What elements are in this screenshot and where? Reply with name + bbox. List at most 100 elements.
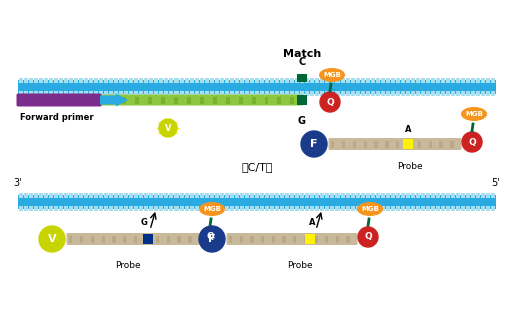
Bar [396,140,399,147]
Bar [416,78,420,83]
Bar [123,235,126,242]
Bar [491,206,495,211]
Bar [74,193,78,198]
Bar [466,78,470,83]
Bar [159,206,163,211]
Text: MGB: MGB [465,111,483,117]
Bar [353,140,356,147]
Bar [270,206,274,211]
Bar [260,193,264,198]
Bar [199,91,204,96]
Bar [320,91,324,96]
Bar [386,193,390,198]
Bar [190,206,194,211]
Bar [285,193,289,198]
Bar [59,206,63,211]
Bar [149,97,152,103]
Bar [245,78,249,83]
Bar [33,91,38,96]
Bar [114,91,118,96]
Bar [39,193,43,198]
Bar [20,97,23,103]
Bar [391,91,395,96]
Bar [386,91,390,96]
Bar [290,91,294,96]
Bar [336,206,340,211]
Bar [446,193,450,198]
Bar [104,91,108,96]
Bar [491,91,495,96]
Bar [109,97,114,103]
Bar [190,78,194,83]
Bar [255,193,259,198]
Bar [386,78,390,83]
Bar [74,78,78,83]
Bar [401,91,405,96]
Bar [104,193,108,198]
Bar [376,193,380,198]
Bar [179,206,183,211]
Bar [300,193,304,198]
Bar [159,91,163,96]
Bar [19,91,23,96]
Bar [320,78,324,83]
Bar [396,78,400,83]
Bar [210,91,214,96]
Bar [195,91,198,96]
Bar [80,235,83,242]
Bar [290,206,294,211]
Bar [33,78,38,83]
Bar [139,206,143,211]
Text: Probe: Probe [115,261,141,270]
Bar [139,193,143,198]
Bar [325,91,329,96]
Bar [188,235,192,242]
Bar [446,91,450,96]
Bar [310,91,315,96]
Bar [129,78,133,83]
Bar [446,206,450,211]
Bar [416,193,420,198]
Bar [407,140,410,147]
Bar [225,78,229,83]
Bar [431,206,435,211]
Bar [174,97,178,103]
Bar [325,78,329,83]
Bar [265,91,269,96]
Bar [482,91,485,96]
Text: V: V [165,124,171,132]
Bar [316,91,319,96]
Bar [134,78,138,83]
Bar [235,193,239,198]
Bar [113,235,116,242]
Bar [104,206,108,211]
Bar [205,91,209,96]
Bar [451,193,455,198]
Bar [199,206,204,211]
Bar [371,206,375,211]
Bar [336,91,340,96]
Bar [54,78,58,83]
Bar [220,91,224,96]
Bar [431,193,435,198]
Bar [185,91,189,96]
Bar [49,91,53,96]
Bar [109,206,113,211]
Bar [278,97,281,103]
Bar [129,206,133,211]
Bar [187,97,191,103]
Bar [19,193,23,198]
Bar [79,206,83,211]
Bar [441,206,445,211]
Bar [401,78,405,83]
Bar [102,235,105,242]
Bar [84,193,88,198]
Bar [170,78,174,83]
Bar [109,78,113,83]
Bar [161,97,165,103]
Bar [431,91,435,96]
Bar [71,97,75,103]
Bar [365,91,370,96]
Bar [418,140,421,147]
Bar [471,78,475,83]
